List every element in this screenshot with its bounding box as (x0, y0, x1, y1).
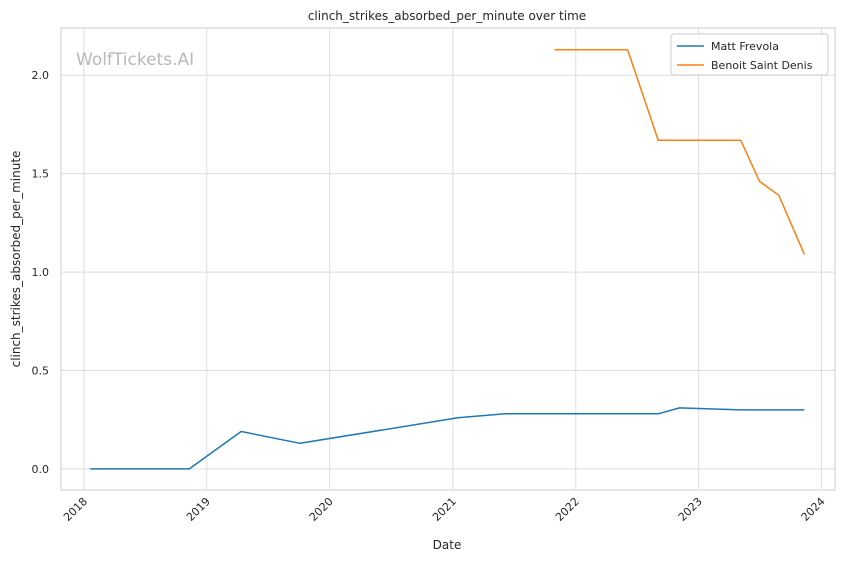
data-point-series-0 (299, 442, 301, 444)
data-point-series-1 (778, 194, 780, 196)
data-point-series-0 (504, 413, 506, 415)
x-tick-label: 2023 (676, 495, 705, 524)
x-tick-label: 2021 (430, 495, 459, 524)
legend: Matt Frevola Benoit Saint Denis (670, 33, 829, 76)
data-point-series-0 (803, 409, 805, 411)
y-tick-label: 0.0 (32, 463, 50, 476)
y-tick-label: 1.5 (32, 168, 50, 181)
x-axis-title: Date (433, 538, 462, 552)
y-axis: 0.0 0.5 1.0 1.5 2.0 (32, 69, 50, 476)
series-layer (89, 48, 806, 470)
y-tick-label: 0.5 (32, 365, 50, 378)
x-tick-label: 2024 (799, 495, 828, 524)
data-point-series-0 (740, 409, 742, 411)
data-point-series-1 (740, 139, 742, 141)
data-point-series-1 (803, 253, 805, 255)
data-point-series-0 (240, 430, 242, 432)
data-point-series-0 (188, 468, 190, 470)
legend-label-1: Benoit Saint Denis (711, 59, 813, 72)
data-point-series-0 (457, 417, 459, 419)
series-line-1 (554, 48, 806, 255)
chart-title: clinch_strikes_absorbed_per_minute over … (308, 9, 586, 23)
x-tick-label: 2019 (184, 495, 213, 524)
legend-label-0: Matt Frevola (711, 40, 779, 53)
data-point-series-1 (657, 139, 659, 141)
series-line-0 (90, 407, 805, 470)
data-point-series-0 (89, 468, 91, 470)
x-axis: 2018 2019 2020 2021 2022 2023 2024 (61, 495, 828, 524)
y-axis-title: clinch_strikes_absorbed_per_minute (9, 151, 23, 368)
data-point-series-1 (553, 49, 555, 51)
data-point-series-1 (626, 49, 628, 51)
y-tick-label: 1.0 (32, 266, 50, 279)
x-tick-label: 2018 (61, 495, 90, 524)
plot-area (60, 27, 836, 491)
x-tick-label: 2022 (553, 495, 582, 524)
x-tick-label: 2020 (307, 495, 336, 524)
data-point-series-1 (758, 180, 760, 182)
y-tick-label: 2.0 (32, 69, 50, 82)
watermark: WolfTickets.AI (76, 50, 194, 70)
data-point-series-0 (678, 407, 680, 409)
grid (61, 28, 835, 490)
data-point-series-0 (657, 413, 659, 415)
legend-box (670, 33, 829, 76)
